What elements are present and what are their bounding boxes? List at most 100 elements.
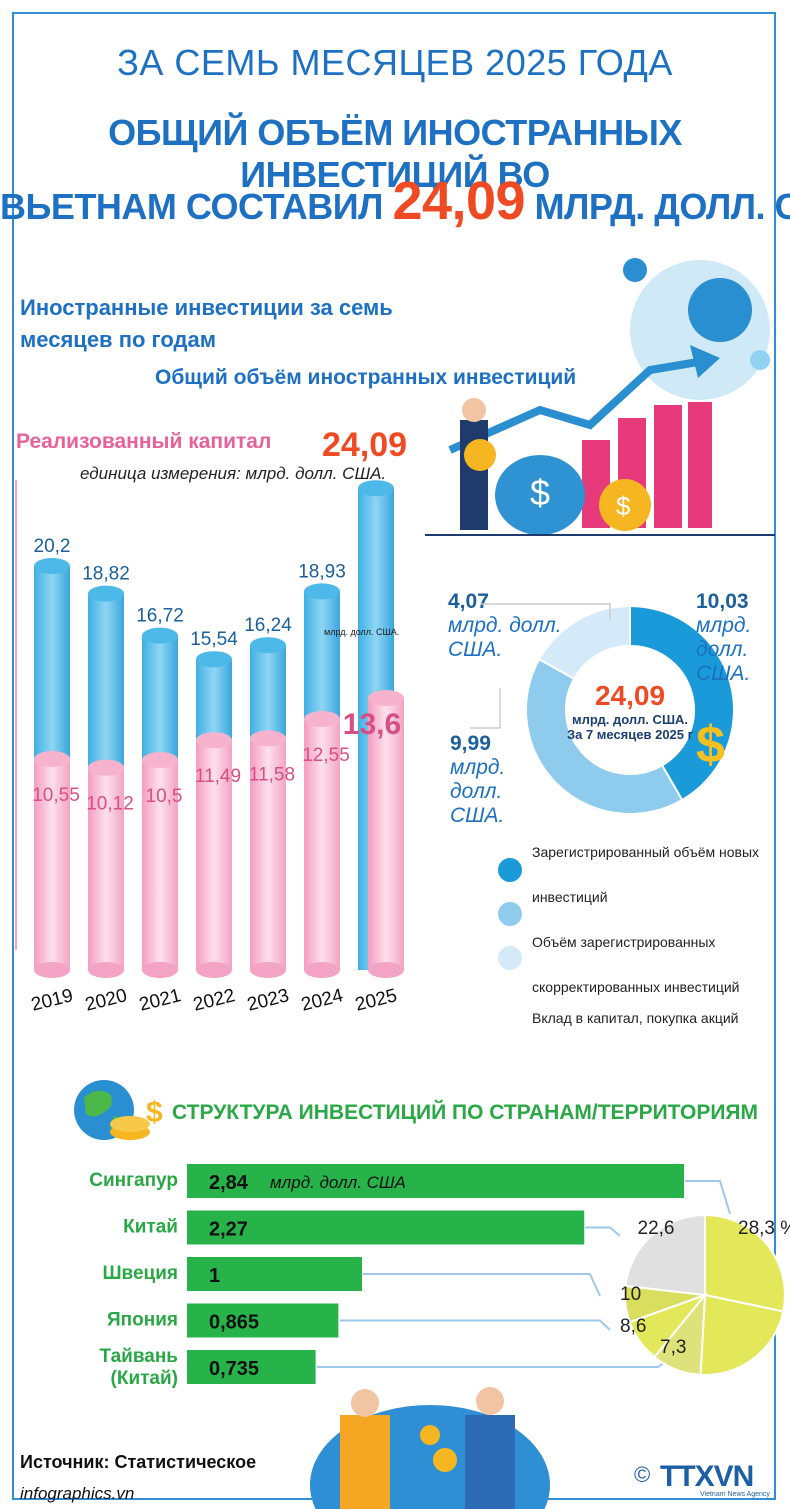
site-name: infographics.vn: [20, 1484, 135, 1503]
bar-total-top-2024: [304, 583, 340, 600]
country-leader-1: [585, 1226, 621, 1237]
svg-text:$: $: [530, 472, 550, 513]
bar-total-top-2021: [142, 627, 178, 644]
country-leader-0: [685, 1180, 731, 1215]
donut-center: 24,09 млрд. долл. США. За 7 месяцев 2025…: [560, 680, 700, 742]
section2-title: СТРУКТУРА ИНВЕСТИЦИЙ ПО СТРАНАМ/ТЕРРИТОР…: [172, 1101, 759, 1124]
bar-realized-top-2022: [196, 732, 232, 749]
label-realized-2024: 12,55: [302, 745, 350, 766]
share-slice-0: [704, 1213, 786, 1313]
donut-label-new-value: 10,03: [696, 590, 749, 613]
donut-center-period: За 7 месяцев 2025 г: [566, 727, 694, 742]
small-unit-2025: млрд. долл. США.: [324, 627, 400, 637]
donut-slice-1: [525, 657, 684, 815]
header-pre: ВЬЕТНАМ СОСТАВИЛ: [0, 186, 383, 227]
share-label-3: 8,6: [620, 1316, 646, 1337]
label-realized-2023: 11,58: [249, 764, 295, 785]
donut-label-adjusted-value: 9,99: [450, 732, 491, 755]
country-leader-3: [340, 1319, 611, 1331]
first-bar-unit: млрд. долл. США: [270, 1173, 406, 1192]
country-value-4: 0,735: [209, 1358, 259, 1380]
year-label-2023: 2023: [245, 985, 291, 1016]
country-label-2: Швеция: [102, 1263, 178, 1284]
section1-title: Иностранные инвестиции за семь месяцев п…: [20, 295, 393, 352]
donut-label-new: 10,03 млрд. долл. США.: [696, 590, 766, 686]
bar-realized-2022: [196, 740, 232, 970]
bar-realized-base-2023: [250, 962, 286, 978]
agency-sub: Vietnam News Agency: [700, 1491, 770, 1498]
bar-realized-base-2021: [142, 962, 178, 978]
header-title-line1: ОБЩИЙ ОБЪЁМ ИНОСТРАННЫХ ИНВЕСТИЦИЙ ВО: [108, 112, 682, 195]
bar-realized-top-2024: [304, 711, 340, 727]
year-label-2024: 2024: [299, 985, 346, 1016]
svg-text:$: $: [616, 491, 631, 521]
bar-realized-top-2019: [34, 751, 70, 767]
share-label-4: 7,3: [660, 1337, 686, 1358]
header-post: МЛРД. ДОЛЛ. США.: [534, 186, 790, 227]
donut-label-equity-value: 4,07: [448, 590, 489, 613]
bar-realized-2019: [34, 759, 70, 970]
country-bar-2: [187, 1257, 362, 1291]
bar-realized-2024: [304, 719, 340, 970]
country-bar-0: [187, 1164, 684, 1198]
copyright-mark: ©: [634, 1462, 651, 1487]
country-value-0: 2,84: [209, 1172, 249, 1194]
label-realized-2019: 10,55: [32, 785, 80, 806]
agency-logo: TTXVN: [660, 1460, 754, 1493]
legend-new: Зарегистрированный объём новых инвестици…: [532, 844, 760, 905]
bar-realized-base-2020: [88, 962, 124, 978]
bar-total-top-2019: [34, 558, 70, 574]
country-value-1: 2,27: [209, 1219, 248, 1241]
bar-realized-top-2023: [250, 730, 286, 747]
share-slice-1: [699, 1293, 785, 1376]
label-realized-2022: 11,49: [195, 766, 241, 787]
donut-center-value: 24,09: [594, 680, 666, 711]
bar-total-top-2025: [358, 480, 394, 497]
bar-realized-top-2025: [368, 690, 404, 706]
legend-dot-adjusted: [498, 902, 522, 926]
donut-leader-lines: [470, 603, 611, 729]
donut-label-adjusted: 9,99 млрд. долл. США.: [450, 732, 530, 828]
legend-dot-new: [498, 858, 522, 882]
bar-realized-2025: [368, 698, 404, 970]
share-label-1: 22,6: [638, 1218, 675, 1239]
bar-realized-base-2025: [368, 962, 404, 978]
people-illustration: [310, 1387, 550, 1509]
country-label-4-1: (Китай): [111, 1368, 178, 1389]
label-total-2021: 16,72: [136, 606, 184, 627]
year-label-2022: 2022: [191, 985, 237, 1016]
unit-note: единица измерения: млрд. долл. США.: [80, 464, 387, 483]
legend-adjusted: Объём зарегистрированных скорректированн…: [532, 934, 740, 995]
bar-realized-base-2024: [304, 962, 340, 978]
header-period: ЗА СЕМЬ МЕСЯЦЕВ 2025 ГОДА: [117, 42, 673, 83]
yearly-investment-chart: 20,2 10,55 2019 18,82 10,12 2020 16,72 10,5 2021…: [29, 480, 404, 1016]
label-total-2020: 18,82: [82, 564, 130, 585]
donut-label-adjusted-unit: млрд. долл. США.: [450, 756, 506, 827]
donut-slice-2: [537, 604, 631, 681]
donut-label-new-unit: млрд. долл. США.: [696, 614, 752, 685]
country-value-3: 0,865: [209, 1312, 259, 1334]
label-realized-2020: 10,12: [86, 794, 134, 815]
bar-realized-2023: [250, 738, 286, 970]
dollar-icon: $: [696, 716, 725, 774]
bar-total-top-2023: [250, 637, 286, 654]
header-title-line2: ВЬЕТНАМ СОСТАВИЛ 24,09 МЛРД. ДОЛЛ. США.: [0, 170, 790, 232]
country-bar-1: [187, 1210, 585, 1245]
label-realized-2025: 13,6: [343, 708, 401, 741]
donut-label-equity: 4,07 млрд. долл. США.: [448, 590, 618, 662]
label-total-2023: 16,24: [244, 615, 292, 636]
country-label-4-0: Тайвань: [99, 1346, 178, 1367]
year-label-2020: 2020: [83, 985, 129, 1016]
bar-realized-base-2022: [196, 962, 232, 978]
year-label-2021: 2021: [137, 985, 183, 1016]
country-bar-3: [187, 1303, 339, 1338]
country-bar-4: [187, 1350, 316, 1384]
country-leader-2: [363, 1273, 601, 1297]
year-label-2025: 2025: [353, 985, 399, 1016]
header-total-value: 24,09: [392, 171, 526, 231]
year-label-2019: 2019: [29, 985, 75, 1016]
bar-realized-base-2019: [34, 962, 70, 978]
bar-realized-top-2020: [88, 759, 124, 776]
svg-text:$: $: [146, 1096, 163, 1129]
bar-realized-2021: [142, 760, 178, 970]
